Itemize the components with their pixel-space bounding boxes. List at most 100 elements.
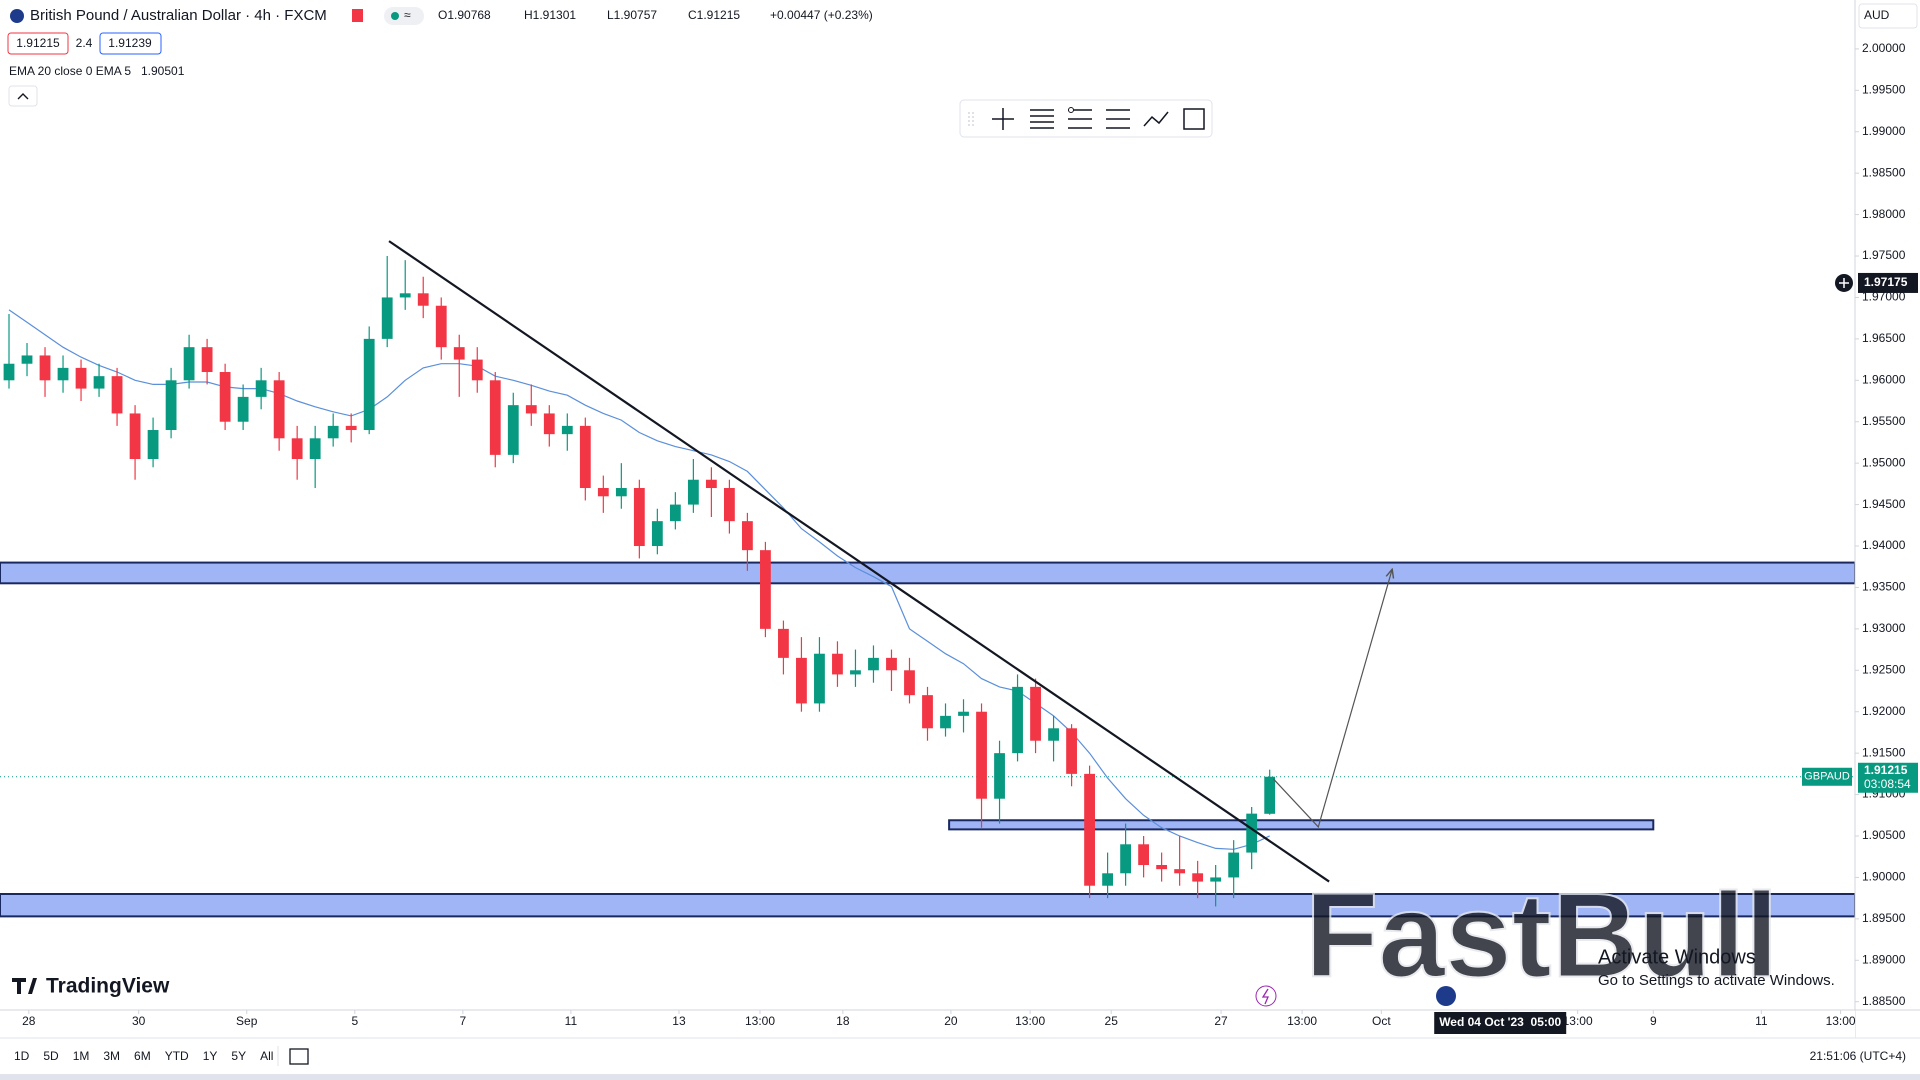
candle-body bbox=[1228, 852, 1240, 878]
crosshair-tool[interactable] bbox=[992, 108, 1014, 130]
y-tick-label: 1.99000 bbox=[1862, 124, 1906, 138]
range-button[interactable]: 3M bbox=[103, 1049, 120, 1063]
range-button[interactable]: 1M bbox=[73, 1049, 90, 1063]
indicator-value: 1.90501 bbox=[141, 64, 185, 78]
candle-body bbox=[1174, 869, 1186, 874]
x-tick-label: 13:00 bbox=[1826, 1014, 1856, 1028]
indicator-name[interactable]: EMA 20 close 0 EMA 5 bbox=[9, 64, 131, 78]
y-tick-label: 2.00000 bbox=[1862, 41, 1906, 55]
candle-body bbox=[1048, 728, 1059, 741]
candle-body bbox=[868, 657, 879, 671]
candle bbox=[832, 641, 843, 687]
x-tick-label: Oct bbox=[1372, 1014, 1391, 1028]
path-tool[interactable] bbox=[1143, 111, 1169, 127]
candle-body bbox=[976, 711, 987, 799]
currency-button[interactable] bbox=[1858, 3, 1918, 29]
x-tick-label: 20 bbox=[944, 1014, 958, 1028]
status-dot bbox=[391, 12, 399, 20]
candle bbox=[904, 657, 915, 704]
candle bbox=[1246, 807, 1258, 870]
status-pill[interactable] bbox=[384, 7, 424, 25]
bottom-bar bbox=[0, 1038, 1920, 1080]
x-tick-label: 13:00 bbox=[1287, 1014, 1317, 1028]
ask: 1.91239 bbox=[108, 36, 152, 50]
y-tick-label: 1.93500 bbox=[1862, 580, 1906, 594]
candle-body bbox=[1030, 686, 1041, 741]
candle-body bbox=[129, 413, 141, 460]
flag-event[interactable] bbox=[1436, 986, 1456, 1006]
activate-text: Go to Settings to activate Windows. bbox=[1598, 972, 1835, 989]
candle-body bbox=[435, 305, 447, 348]
candle-body bbox=[507, 405, 519, 455]
candle bbox=[796, 637, 807, 712]
y-tick-label: 1.90000 bbox=[1862, 870, 1906, 884]
candle bbox=[976, 703, 987, 828]
x-tick-label: 25 bbox=[1105, 1014, 1119, 1028]
range-button[interactable]: 5Y bbox=[231, 1049, 246, 1063]
range-button[interactable]: All bbox=[260, 1049, 273, 1063]
range-button[interactable]: 5D bbox=[43, 1049, 59, 1063]
candle bbox=[1066, 724, 1077, 787]
y-tick-label: 1.98000 bbox=[1862, 207, 1906, 221]
ask-box[interactable] bbox=[99, 32, 162, 55]
candle-body bbox=[381, 297, 393, 339]
event-bolt bbox=[1261, 988, 1269, 1005]
symbol-title[interactable]: British Pound / Australian Dollar · 4h ·… bbox=[30, 7, 327, 24]
candle-body bbox=[111, 376, 123, 414]
candle bbox=[561, 413, 573, 451]
candle-body bbox=[832, 653, 843, 675]
candle-body bbox=[669, 504, 681, 522]
lines-tool[interactable] bbox=[1030, 109, 1054, 129]
clock[interactable]: 21:51:06 (UTC+4) bbox=[1810, 1049, 1906, 1063]
date-range-button[interactable] bbox=[289, 1048, 309, 1065]
y-tick-label: 1.92000 bbox=[1862, 704, 1906, 718]
logo-icon bbox=[12, 978, 37, 994]
candle bbox=[1156, 852, 1168, 882]
candle bbox=[525, 384, 537, 426]
range-button[interactable]: 6M bbox=[134, 1049, 151, 1063]
range-button[interactable]: YTD bbox=[165, 1049, 189, 1063]
symbol-icon bbox=[10, 9, 24, 23]
event-icon[interactable] bbox=[1255, 985, 1277, 1007]
candle-body bbox=[958, 711, 969, 716]
y-tick-label: 1.94000 bbox=[1862, 538, 1906, 552]
candle-body bbox=[994, 753, 1005, 799]
x-tick-label: 11 bbox=[565, 1014, 578, 1028]
candle bbox=[940, 703, 951, 737]
trendline bbox=[388, 240, 1330, 883]
candle bbox=[255, 367, 267, 410]
collapse-button[interactable] bbox=[8, 85, 38, 107]
candle-body bbox=[633, 488, 645, 547]
candle bbox=[723, 479, 735, 534]
candle bbox=[669, 492, 681, 530]
candle-body bbox=[1192, 873, 1204, 882]
candle-body bbox=[886, 657, 897, 671]
candle bbox=[1228, 840, 1240, 899]
candle-body bbox=[93, 376, 105, 389]
candle-body bbox=[57, 367, 69, 381]
flag-icon[interactable] bbox=[352, 9, 363, 22]
candle-body bbox=[525, 405, 537, 414]
fib-dot bbox=[1068, 107, 1074, 113]
channel-tool[interactable] bbox=[1106, 109, 1130, 129]
rect-tool[interactable] bbox=[1183, 108, 1205, 130]
crosshair-label: 1.97175 bbox=[1864, 275, 1908, 289]
candle-body bbox=[561, 425, 573, 435]
range-button[interactable]: 1D bbox=[14, 1049, 30, 1063]
logo[interactable]: TradingView bbox=[46, 975, 170, 998]
bottom-edge bbox=[0, 1074, 1920, 1080]
candle-body bbox=[1012, 686, 1023, 754]
candle bbox=[597, 475, 609, 513]
candle-body bbox=[489, 380, 501, 455]
bid-box[interactable] bbox=[7, 32, 69, 55]
status-icon: ≈ bbox=[404, 8, 411, 22]
candle-body bbox=[760, 550, 771, 629]
x-tick-label: 30 bbox=[132, 1014, 146, 1028]
symbol-tag-box bbox=[1802, 767, 1852, 786]
range-button[interactable]: 1Y bbox=[203, 1049, 218, 1063]
spread: 2.4 bbox=[76, 36, 93, 50]
zone bbox=[0, 561, 1856, 585]
candle-body bbox=[75, 367, 87, 389]
candle-body bbox=[147, 430, 159, 460]
